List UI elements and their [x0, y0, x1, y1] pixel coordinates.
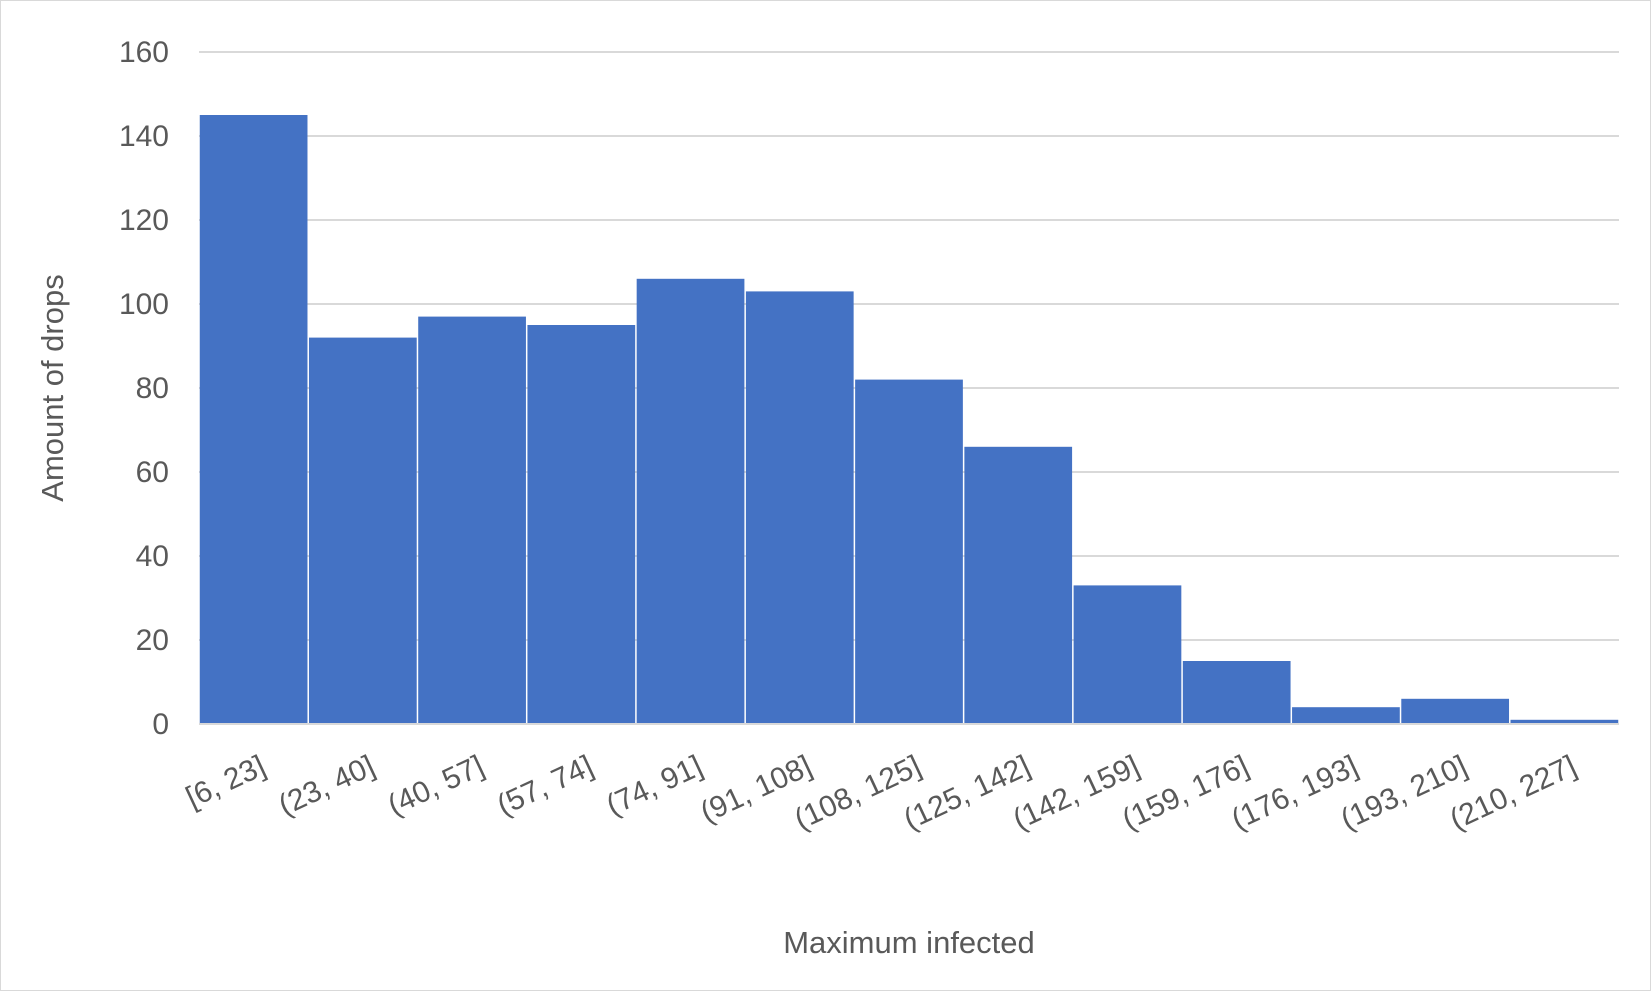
x-tick-label: (23, 40]: [274, 749, 380, 822]
histogram-bar: [199, 115, 308, 724]
x-tick-label: (108, 125]: [790, 749, 926, 836]
histogram-bar: [527, 325, 636, 724]
x-axis-title: Maximum infected: [783, 925, 1035, 960]
x-tick-label: (193, 210]: [1336, 749, 1472, 836]
y-axis-title: Amount of drops: [35, 274, 70, 501]
histogram-bar: [745, 291, 854, 724]
y-tick-labels: 0 20 40 60 80 100 120 140 160: [119, 36, 169, 741]
histogram-bar: [636, 278, 745, 724]
histogram-bar: [418, 316, 526, 724]
y-tick-label: 100: [119, 288, 169, 321]
x-tick-labels: [6, 23] (23, 40] (40, 57] (57, 74] (74, 91] (…: [181, 749, 1581, 836]
x-tick-label: (159, 176]: [1117, 749, 1253, 836]
histogram-bar: [855, 379, 963, 724]
y-tick-label: 120: [119, 204, 169, 237]
y-tick-label: 60: [136, 456, 169, 489]
histogram-bar: [308, 337, 417, 724]
x-tick-label: (210, 227]: [1445, 749, 1581, 836]
x-tick-label: (125, 142]: [899, 749, 1035, 836]
y-tick-label: 140: [119, 120, 169, 153]
y-tick-label: 0: [152, 708, 169, 741]
y-tick-label: 20: [136, 624, 169, 657]
x-tick-label: (142, 159]: [1008, 749, 1144, 836]
y-tick-label: 160: [119, 36, 169, 69]
histogram-bar: [1182, 661, 1291, 724]
x-tick-label: (57, 74]: [492, 749, 598, 822]
x-tick-label: (176, 193]: [1226, 749, 1362, 836]
histogram-bar: [1073, 585, 1182, 724]
x-tick-label: [6, 23]: [181, 749, 271, 814]
x-tick-label: (40, 57]: [383, 749, 489, 822]
histogram-bar: [1401, 698, 1510, 724]
histogram-bar: [964, 446, 1073, 724]
y-tick-label: 80: [136, 372, 169, 405]
bars: [199, 115, 1619, 724]
y-tick-label: 40: [136, 540, 169, 573]
histogram-bar: [1292, 707, 1400, 724]
histogram-bar: [1510, 719, 1619, 724]
x-tick-label: (74, 91]: [601, 749, 707, 822]
